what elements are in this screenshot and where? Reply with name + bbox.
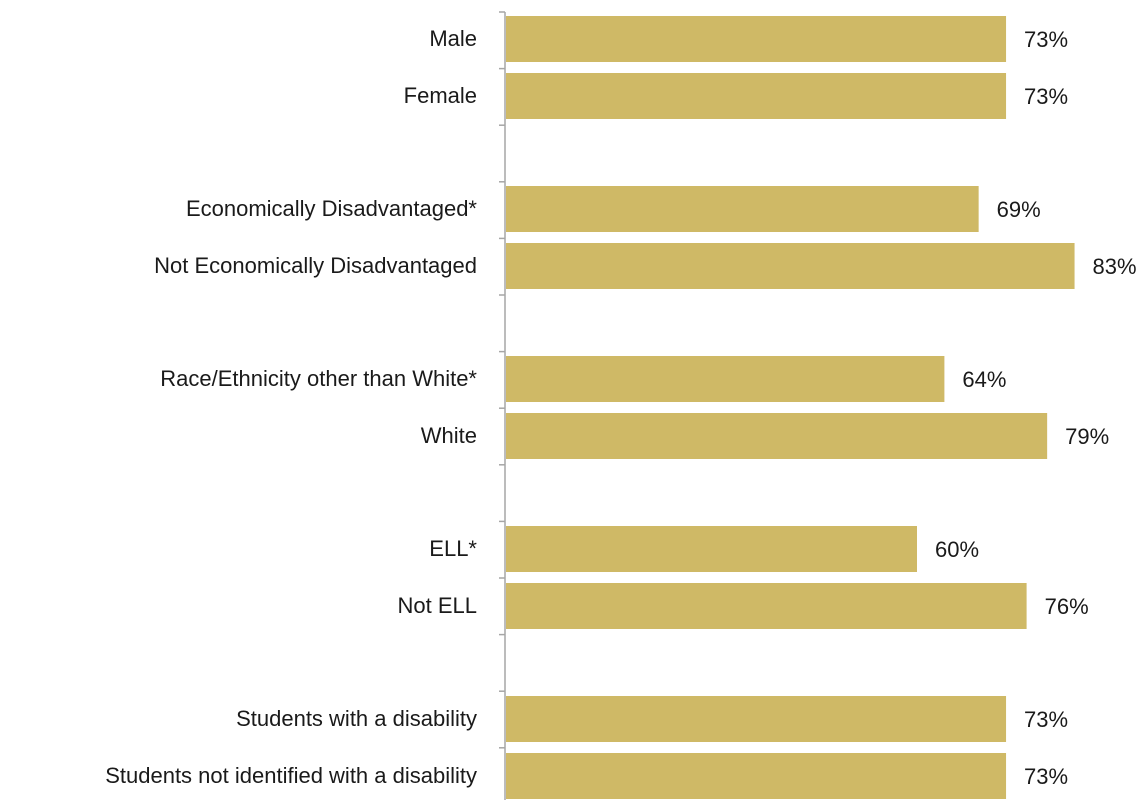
category-label: Not Economically Disadvantaged: [154, 253, 477, 278]
bar-2-0: [506, 356, 945, 402]
bar-4-0: [506, 696, 1007, 742]
bar-1-1: [506, 243, 1075, 289]
category-label: Students with a disability: [236, 706, 477, 731]
data-label: 73%: [1024, 764, 1068, 789]
category-label: White: [421, 423, 477, 448]
data-label: 73%: [1024, 27, 1068, 52]
data-label: 69%: [997, 197, 1041, 222]
category-label: Male: [429, 26, 477, 51]
data-label: 76%: [1045, 594, 1089, 619]
category-label: Not ELL: [398, 593, 478, 618]
bar-0-1: [506, 73, 1007, 119]
category-label: Economically Disadvantaged*: [186, 196, 477, 221]
bar-3-1: [506, 583, 1027, 629]
data-label: 73%: [1024, 84, 1068, 109]
bar-2-1: [506, 413, 1048, 459]
bar-1-0: [506, 186, 979, 232]
category-label: Students not identified with a disabilit…: [105, 763, 477, 788]
data-label: 64%: [962, 367, 1006, 392]
bar-3-0: [506, 526, 917, 572]
data-label: 83%: [1093, 254, 1137, 279]
category-label: Race/Ethnicity other than White*: [160, 366, 477, 391]
category-label: Female: [404, 83, 477, 108]
data-label: 79%: [1065, 424, 1109, 449]
bar-4-1: [506, 753, 1007, 799]
data-label: 73%: [1024, 707, 1068, 732]
bar-0-0: [506, 16, 1007, 62]
category-label: ELL*: [429, 536, 477, 561]
data-label: 60%: [935, 537, 979, 562]
